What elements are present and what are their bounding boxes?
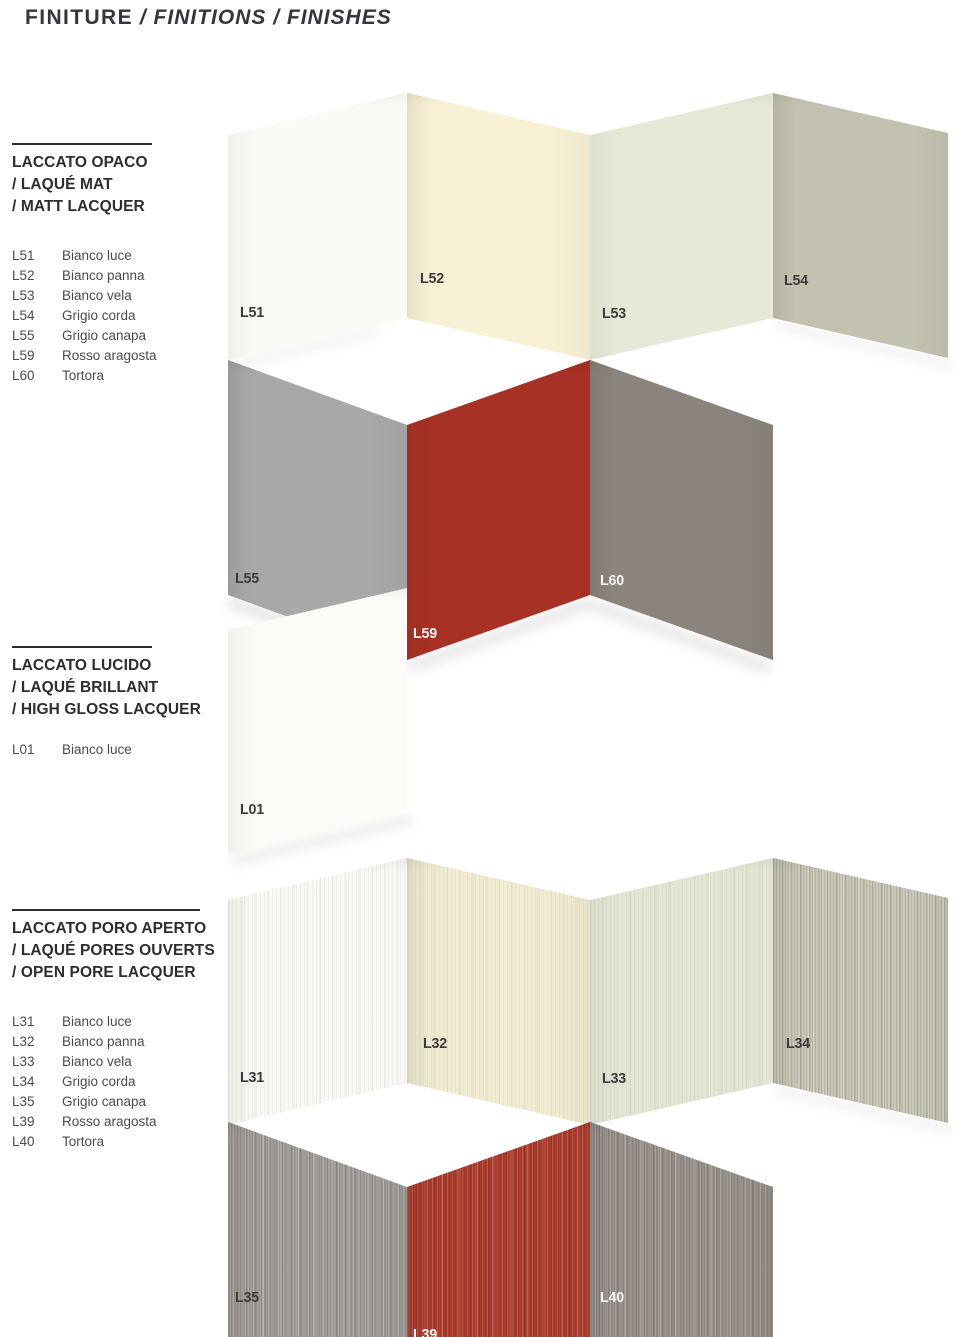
item-name: Grigio corda — [62, 1073, 136, 1089]
swatch-label-L32: L32 — [423, 1035, 447, 1052]
list-item: L60 Tortora — [12, 365, 227, 385]
item-name: Bianco luce — [62, 741, 132, 757]
item-code: L55 — [12, 327, 35, 343]
item-code: L39 — [12, 1113, 35, 1129]
section-title-it: LACCATO LUCIDO — [12, 657, 152, 674]
item-name: Grigio canapa — [62, 1093, 147, 1109]
section-title-en: / OPEN PORE LACQUER — [12, 964, 196, 981]
list-item: L35 Grigio canapa — [12, 1091, 227, 1111]
swatch-label-L51: L51 — [240, 304, 264, 321]
swatch-L01: L01 — [228, 588, 407, 855]
swatch-L33: L33 — [590, 858, 773, 1125]
section-title-en: / HIGH GLOSS LACQUER — [12, 701, 201, 718]
section-header-matt-lacquer: LACCATO OPACO / LAQUÉ MAT / MATT LACQUER — [12, 143, 227, 218]
swatch-L60: L60 — [590, 360, 773, 660]
list-item: L34 Grigio corda — [12, 1071, 227, 1091]
list-item: L55 Grigio canapa — [12, 325, 227, 345]
item-name: Bianco luce — [62, 1013, 132, 1029]
swatch-L34: L34 — [773, 858, 948, 1123]
finish-list-gloss: L01 Bianco luce — [12, 739, 227, 759]
section-header-open-pore-lacquer: LACCATO PORO APERTO / LAQUÉ PORES OUVERT… — [12, 909, 227, 984]
item-name: Bianco vela — [62, 1053, 132, 1069]
swatch-L40: L40 — [590, 1122, 773, 1337]
swatch-L53: L53 — [590, 93, 773, 360]
swatch-L31: L31 — [228, 858, 407, 1125]
page-title-rest: / FINITIONS / FINISHES — [133, 6, 392, 29]
item-code: L59 — [12, 347, 35, 363]
item-name: Grigio corda — [62, 307, 136, 323]
item-code: L01 — [12, 741, 35, 757]
swatch-label-L35: L35 — [235, 1289, 259, 1306]
list-item: L32 Bianco panna — [12, 1031, 227, 1051]
swatch-label-L31: L31 — [240, 1069, 264, 1086]
swatch-L59: L59 — [407, 360, 590, 660]
item-code: L60 — [12, 367, 35, 383]
section-title-fr: / LAQUÉ BRILLANT — [12, 679, 159, 696]
list-item: L39 Rosso aragosta — [12, 1111, 227, 1131]
item-name: Rosso aragosta — [62, 1113, 157, 1129]
section-title-fr: / LAQUÉ PORES OUVERTS — [12, 942, 215, 959]
section-header-gloss-lacquer: LACCATO LUCIDO / LAQUÉ BRILLANT / HIGH G… — [12, 646, 227, 721]
item-name: Tortora — [62, 1133, 105, 1149]
list-item: L59 Rosso aragosta — [12, 345, 227, 365]
item-name: Bianco vela — [62, 287, 132, 303]
swatch-L52: L52 — [407, 93, 590, 360]
item-name: Bianco panna — [62, 1033, 145, 1049]
swatch-L35: L35 — [228, 1122, 407, 1337]
swatch-label-L52: L52 — [420, 270, 444, 287]
swatch-label-L39: L39 — [413, 1326, 437, 1337]
item-code: L33 — [12, 1053, 35, 1069]
swatch-label-L59: L59 — [413, 625, 437, 642]
list-item: L31 Bianco luce — [12, 1011, 227, 1031]
list-item: L54 Grigio corda — [12, 305, 227, 325]
page-title-main: FINITURE — [25, 6, 134, 29]
item-code: L51 — [12, 247, 35, 263]
swatch-L54: L54 — [773, 93, 948, 358]
section-rule — [12, 143, 152, 145]
item-code: L54 — [12, 307, 35, 323]
swatch-L32: L32 — [407, 858, 590, 1125]
item-code: L53 — [12, 287, 35, 303]
item-name: Grigio canapa — [62, 327, 147, 343]
finish-list-matt: L51 Bianco luce L52 Bianco panna L53 Bianco… — [12, 245, 227, 385]
swatch-L39: L39 — [407, 1122, 590, 1337]
item-name: Bianco luce — [62, 247, 132, 263]
list-item: L52 Bianco panna — [12, 265, 227, 285]
item-code: L31 — [12, 1013, 35, 1029]
swatch-label-L53: L53 — [602, 305, 626, 322]
swatch-label-L34: L34 — [786, 1035, 810, 1052]
swatch-label-L60: L60 — [600, 572, 624, 589]
list-item: L53 Bianco vela — [12, 285, 227, 305]
item-code: L34 — [12, 1073, 35, 1089]
item-code: L52 — [12, 267, 35, 283]
item-name: Bianco panna — [62, 267, 145, 283]
finish-list-open-pore: L31 Bianco luce L32 Bianco panna L33 Bianco… — [12, 1011, 227, 1151]
section-title-fr: / LAQUÉ MAT — [12, 176, 113, 193]
swatch-label-L55: L55 — [235, 570, 259, 587]
list-item: L01 Bianco luce — [12, 739, 227, 759]
swatch-label-L33: L33 — [602, 1070, 626, 1087]
swatch-label-L54: L54 — [784, 272, 808, 289]
item-code: L32 — [12, 1033, 35, 1049]
section-title-it: LACCATO PORO APERTO — [12, 920, 207, 937]
swatch-label-L01: L01 — [240, 801, 264, 818]
list-item: L33 Bianco vela — [12, 1051, 227, 1071]
swatch-L51: L51 — [228, 93, 407, 360]
item-name: Tortora — [62, 367, 105, 383]
section-title-en: / MATT LACQUER — [12, 198, 145, 215]
section-rule — [12, 909, 200, 911]
list-item: L40 Tortora — [12, 1131, 227, 1151]
list-item: L51 Bianco luce — [12, 245, 227, 265]
section-rule — [12, 646, 152, 648]
swatch-label-L40: L40 — [600, 1289, 624, 1306]
section-title-it: LACCATO OPACO — [12, 154, 148, 171]
page-title: FINITURE / FINITIONS / FINISHES — [25, 6, 392, 30]
item-name: Rosso aragosta — [62, 347, 157, 363]
item-code: L40 — [12, 1133, 35, 1149]
item-code: L35 — [12, 1093, 35, 1109]
